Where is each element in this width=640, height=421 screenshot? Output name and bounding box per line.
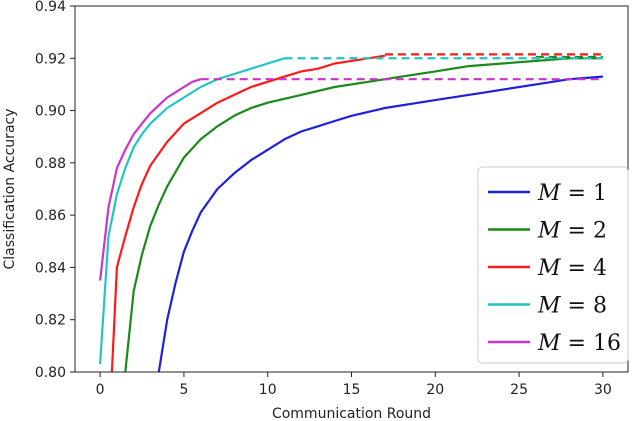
x-tick-label: 25 — [510, 382, 528, 398]
x-tick-label: 0 — [96, 382, 105, 398]
x-tick-label: 15 — [343, 382, 361, 398]
series-line-m-8 — [99, 57, 285, 365]
x-axis-title: Communication Round — [272, 406, 431, 421]
ticks-layer: 0 5 10 15 20 25 30 0.80 0.82 0.84 0.86 0.88 0.90 0.92… — [35, 0, 612, 398]
legend-label-m-4: M = 4 — [537, 256, 607, 281]
y-tick-label: 0.92 — [35, 51, 66, 67]
legend-box — [477, 166, 629, 364]
y-axis-title: Classification Accuracy — [2, 109, 18, 270]
y-tick-label: 0.90 — [35, 104, 66, 120]
y-tick-label: 0.86 — [35, 208, 66, 224]
x-tick-label: 10 — [259, 382, 277, 398]
legend-label-m-8: M = 8 — [537, 294, 607, 319]
series-line-m-16 — [99, 78, 202, 281]
y-tick-label: 0.94 — [35, 0, 66, 15]
y-tick-label: 0.84 — [35, 260, 66, 276]
y-tick-label: 0.80 — [35, 365, 66, 381]
series-line-m-1 — [157, 75, 603, 372]
series-line-m-2 — [124, 57, 603, 372]
series-line-m-4 — [110, 54, 386, 372]
legend-label-m-2: M = 2 — [537, 219, 607, 244]
series-layer — [99, 53, 603, 372]
x-tick-label: 30 — [594, 382, 612, 398]
legend-label-m-1: M = 1 — [537, 181, 607, 206]
y-tick-label: 0.82 — [35, 313, 66, 329]
x-tick-label: 5 — [179, 382, 188, 398]
y-tick-label: 0.88 — [35, 156, 66, 172]
x-tick-label: 20 — [426, 382, 444, 398]
legend: M = 1 M = 2 M = 4 M = 8 M = 16 — [477, 166, 629, 364]
legend-label-m-16: M = 16 — [537, 331, 621, 356]
